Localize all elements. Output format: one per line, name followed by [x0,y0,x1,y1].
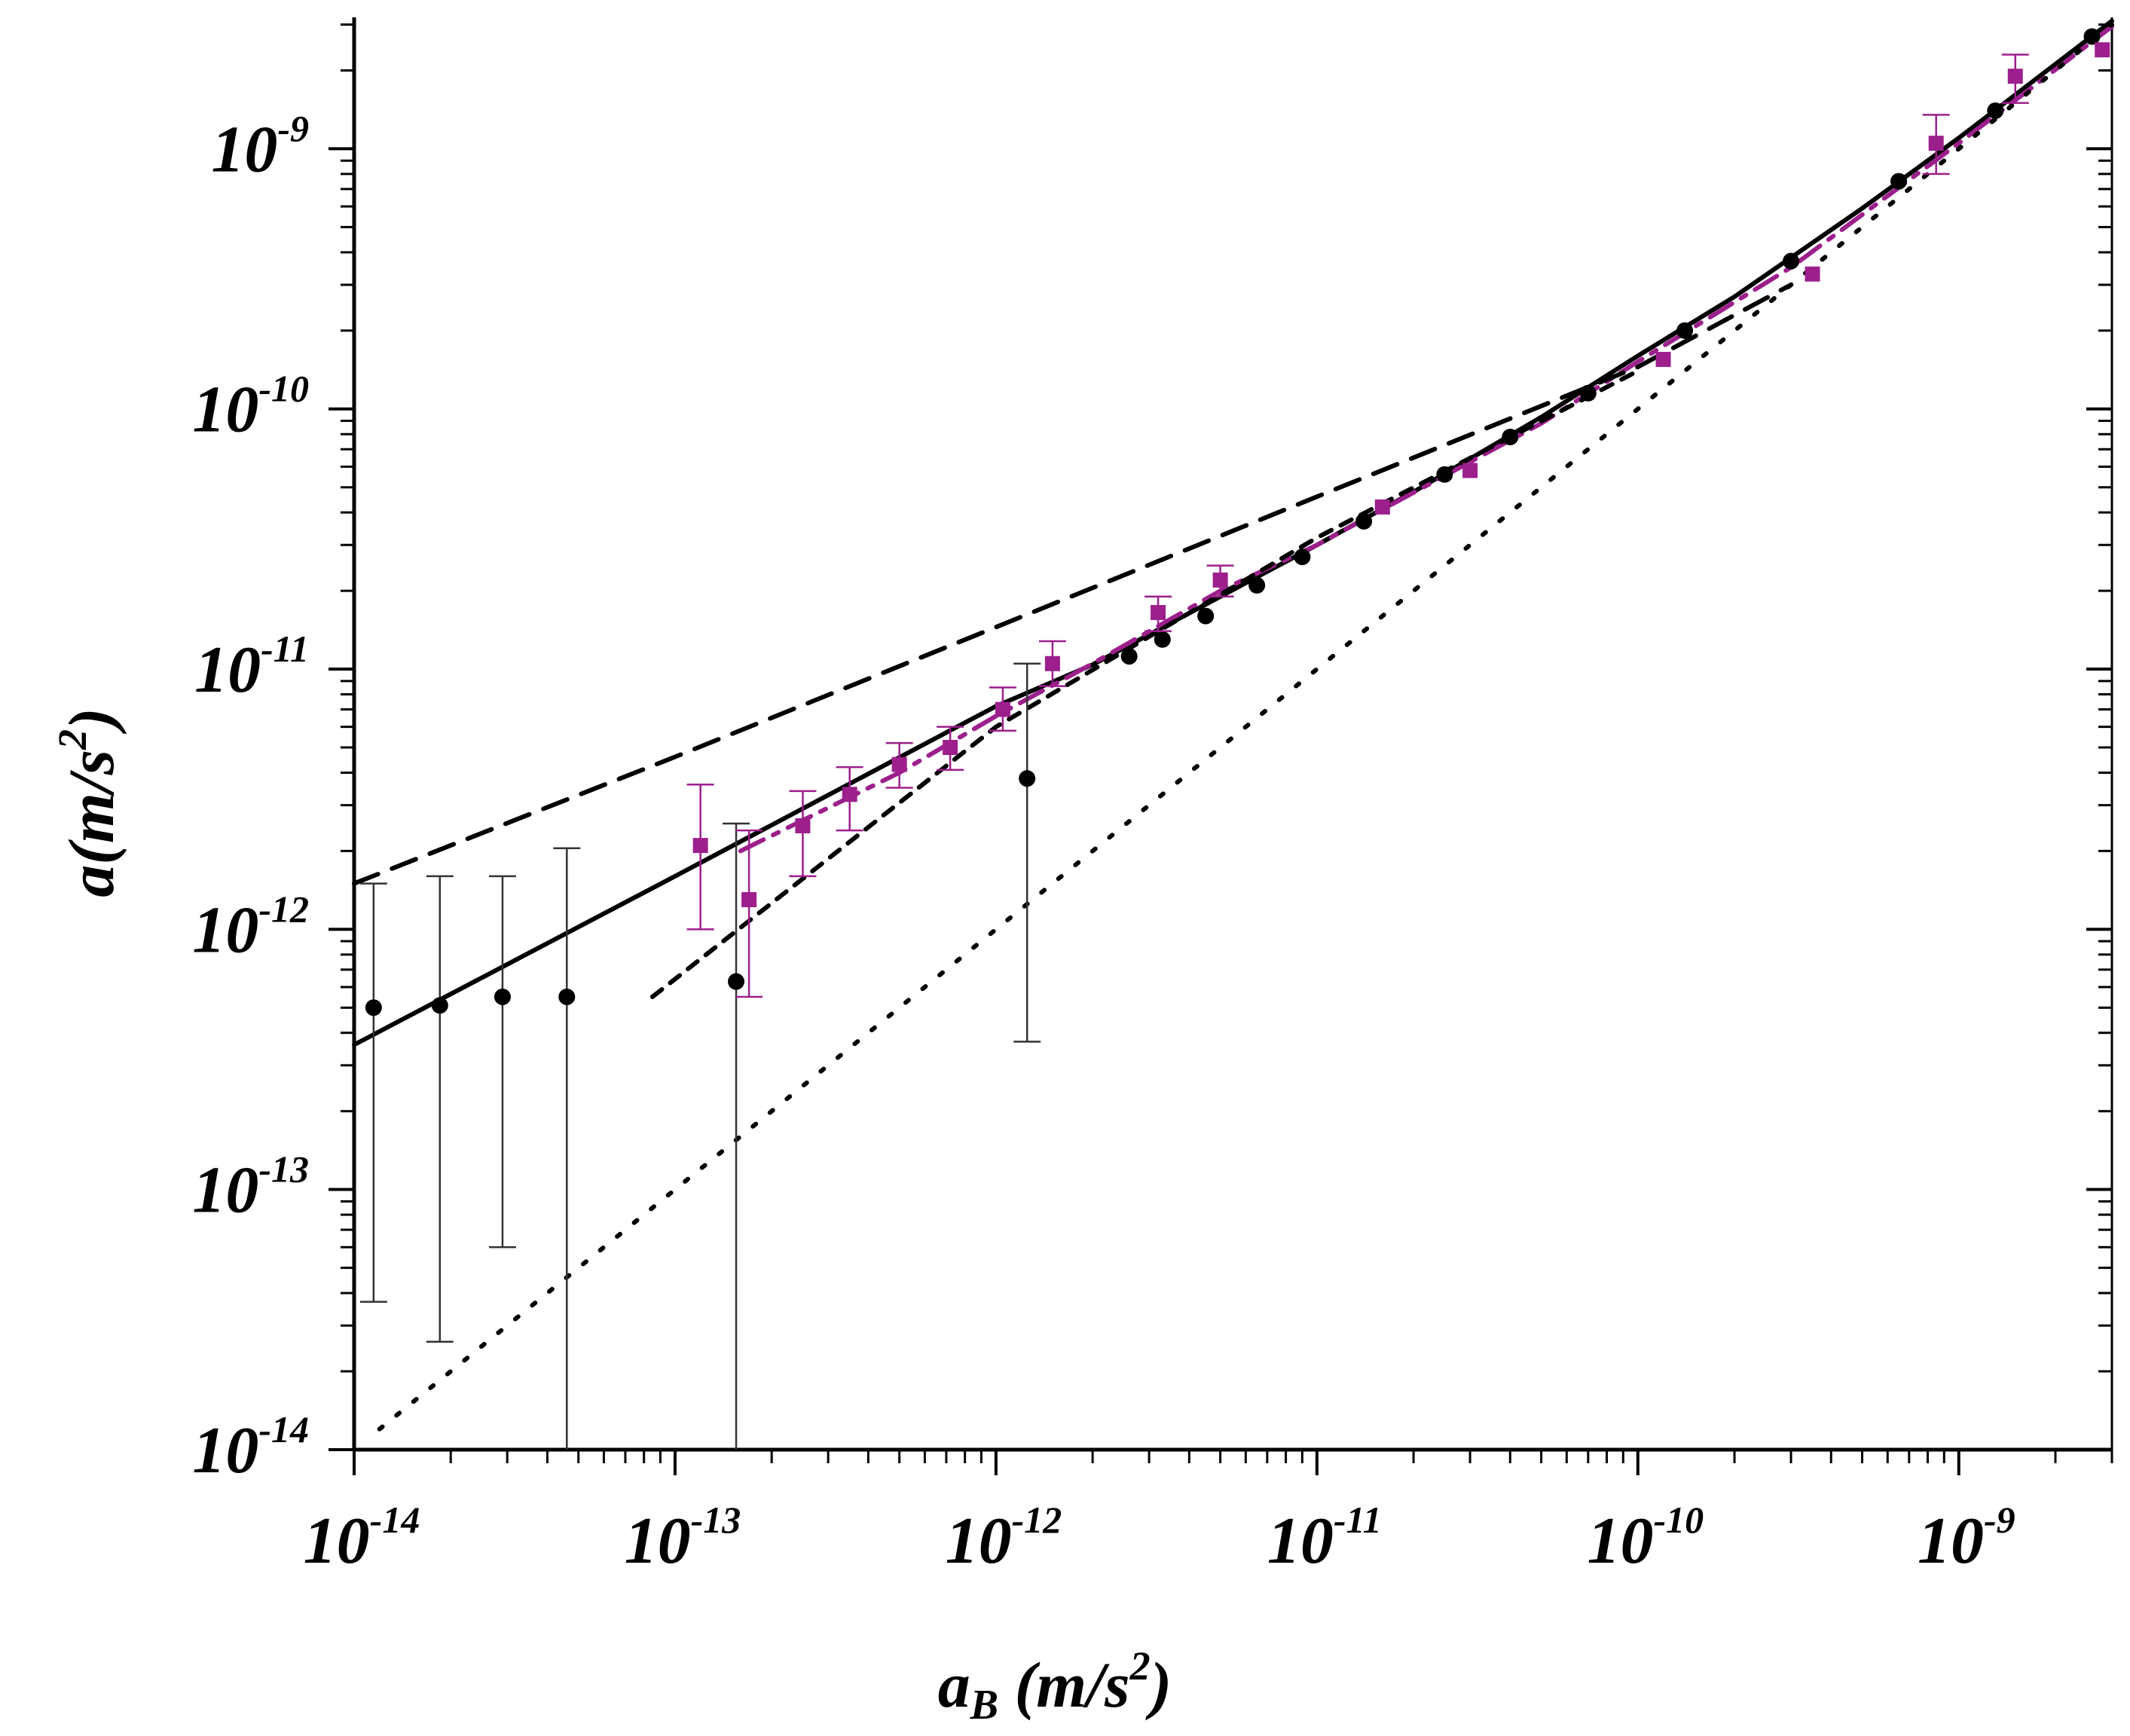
y-tick-label-base: 10 [192,1154,258,1227]
y-tick-label-base: 10 [192,374,258,447]
data-point-circle [1890,173,1908,190]
y-tick-label: 10-12 [192,888,309,967]
data-point-square [995,701,1010,717]
x-axis-title-main: a [938,1649,970,1721]
y-tick-label-base: 10 [192,1414,258,1487]
x-tick-label: 10-14 [304,1499,420,1578]
y-axis-title-main: a(m/s [55,750,127,897]
data-point-square [1374,499,1390,515]
data-point-circle [431,997,448,1014]
x-tick-label-exp: -13 [691,1499,741,1541]
data-point-circle [1294,549,1311,566]
data-point-square [891,756,907,772]
y-tick-label-base: 10 [192,894,258,967]
data-point-square [1805,266,1820,282]
data-point-circle [1248,576,1266,594]
x-axis-title: aB (m/s2) [938,1643,1172,1728]
data-point-circle [1355,512,1373,530]
x-axis-title-sub: B [970,1682,998,1728]
data-point-circle [494,989,511,1006]
data-point-square [2095,42,2110,58]
data-point-square [1151,604,1166,620]
data-point-square [1462,463,1478,478]
y-tick-label-exp: -10 [258,368,309,410]
y-axis-title: a(m/s2) [50,708,127,897]
x-tick-label-base: 10 [1918,1505,1984,1578]
data-point-square [692,838,708,854]
curve-dotted [377,22,2114,1432]
data-point-circle [1579,384,1597,402]
x-tick-label-exp: -14 [370,1499,420,1541]
data-point-square [1655,352,1671,368]
x-axis-title-units-sup: 2 [1129,1643,1151,1689]
x-tick-label: 10-13 [625,1499,741,1578]
data-point-square [1928,136,1944,151]
y-tick-label-base: 10 [211,113,277,186]
x-axis-title-units-open: (m/s [998,1649,1129,1721]
y-tick-label: 10-9 [211,107,309,186]
data-point-circle [2083,28,2101,45]
x-tick-label: 10-10 [1587,1499,1704,1578]
data-point-circle [1436,466,1453,483]
data-point-circle [1987,102,2004,119]
data-point-square [795,818,811,833]
y-tick-label: 10-13 [192,1148,309,1227]
y-tick-label: 10-14 [192,1408,309,1487]
data-point-circle [1019,770,1036,787]
x-tick-label: 10-11 [1267,1499,1382,1578]
x-tick-label-exp: -9 [1984,1499,2015,1541]
x-tick-label-exp: -11 [1334,1499,1382,1541]
data-point-square [943,740,958,756]
y-tick-label-exp: -14 [258,1408,309,1450]
x-tick-label-base: 10 [1587,1505,1653,1578]
data-point-circle [1783,252,1800,270]
y-tick-label: 10-10 [192,368,309,447]
x-tick-label-base: 10 [1267,1505,1334,1578]
data-point-square [1044,656,1060,671]
y-axis-title-sup: 2 [50,729,95,750]
data-point-square [1212,572,1228,588]
x-tick-label-base: 10 [946,1505,1012,1578]
x-tick-label-base: 10 [304,1505,370,1578]
y-tick-label-exp: -11 [261,628,309,670]
curve-short-dash [649,368,1640,999]
x-tick-label: 10-12 [946,1499,1062,1578]
data-point-circle [365,999,382,1016]
plot-area: 10-14 10-13 10-12 10-11 10-10 10-910-1410-131… [192,17,2114,1578]
data-point-circle [1154,631,1171,648]
data-point-circle [1502,429,1519,446]
x-tick-label-exp: -12 [1012,1499,1062,1541]
y-tick-label-exp: -9 [277,107,309,149]
curve-long-dash [352,283,1793,886]
y-tick-label: 10-11 [194,628,309,707]
curve-dashdot [738,24,2114,854]
data-point-circle [1120,648,1138,665]
x-tick-label: 10-9 [1918,1499,2015,1578]
data-point-circle [728,973,745,990]
y-tick-label-exp: -12 [258,888,309,930]
x-tick-label-exp: -10 [1653,1499,1704,1541]
data-point-square [741,892,757,908]
y-tick-label-exp: -13 [258,1148,309,1190]
data-point-circle [558,989,576,1006]
data-point-circle [1676,322,1694,339]
y-tick-label-base: 10 [194,634,261,707]
data-point-square [2007,69,2023,84]
data-point-square [842,787,857,802]
x-tick-label-base: 10 [625,1505,691,1578]
data-point-circle [1197,607,1215,625]
